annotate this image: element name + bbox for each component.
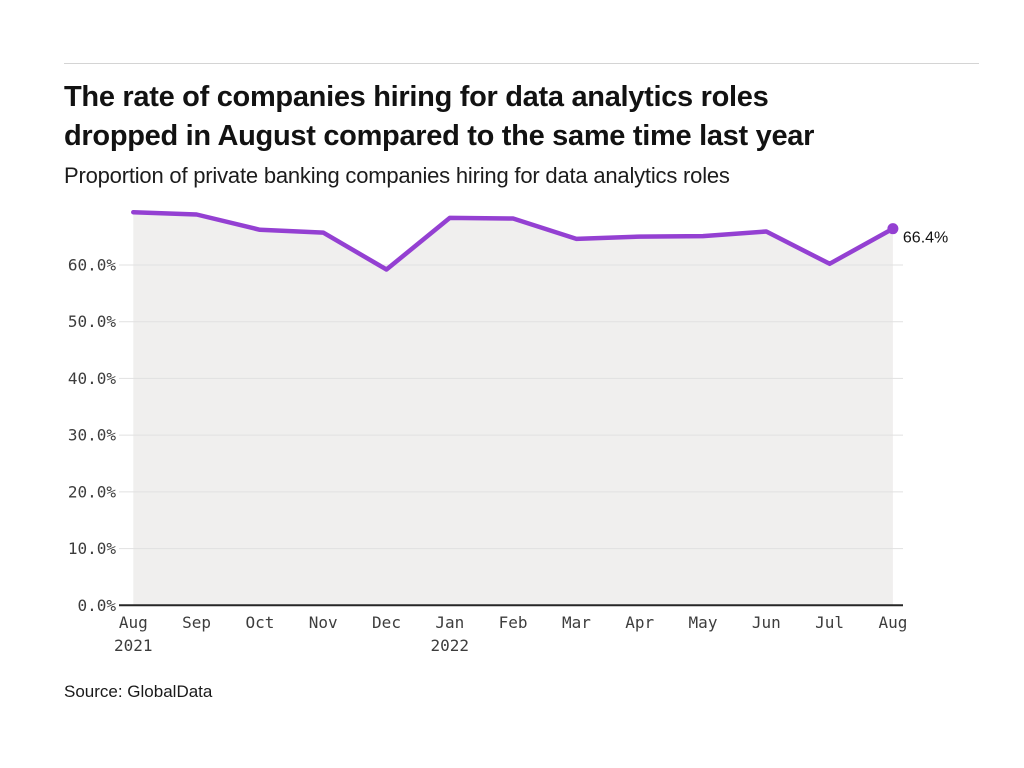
end-value-label: 66.4% [903, 230, 948, 247]
x-tick-label: Aug [878, 613, 907, 632]
page-title-line1: The rate of companies hiring for data an… [64, 81, 769, 113]
area-fill [133, 212, 893, 606]
series-line [131, 209, 896, 272]
y-tick-label: 50.0% [68, 312, 117, 331]
y-tick-label: 20.0% [68, 482, 117, 501]
x-tick-label: Jun [752, 613, 781, 632]
page-title-line2: dropped in August compared to the same t… [64, 120, 815, 152]
source-text: Source: GlobalData [64, 682, 213, 701]
x-tick-label: May [689, 613, 718, 632]
x-tick-label: Jan [435, 613, 464, 632]
x-tick-label: Dec [372, 613, 401, 632]
y-tick-label: 10.0% [68, 539, 117, 558]
x-tick-year-label: 2021 [114, 636, 153, 655]
header-rule [64, 63, 979, 64]
x-tick-label: Sep [182, 613, 211, 632]
x-tick-label: Apr [625, 613, 654, 632]
x-tick-label: Mar [562, 613, 591, 632]
x-tick-year-label: 2022 [431, 636, 470, 655]
x-tick-label: Nov [309, 613, 338, 632]
x-tick-label: Oct [245, 613, 274, 632]
y-tick-label: 0.0% [77, 596, 116, 615]
x-tick-label: Jul [815, 613, 844, 632]
x-tick-label: Aug [119, 613, 148, 632]
page-title: The rate of companies hiring for data an… [64, 78, 814, 156]
end-point-marker [887, 223, 899, 235]
y-tick-label: 40.0% [68, 369, 117, 388]
y-tick-label: 30.0% [68, 426, 117, 445]
x-tick-label: Feb [499, 613, 528, 632]
y-tick-label: 60.0% [68, 255, 117, 274]
chart-subtitle: Proportion of private banking companies … [64, 163, 730, 188]
